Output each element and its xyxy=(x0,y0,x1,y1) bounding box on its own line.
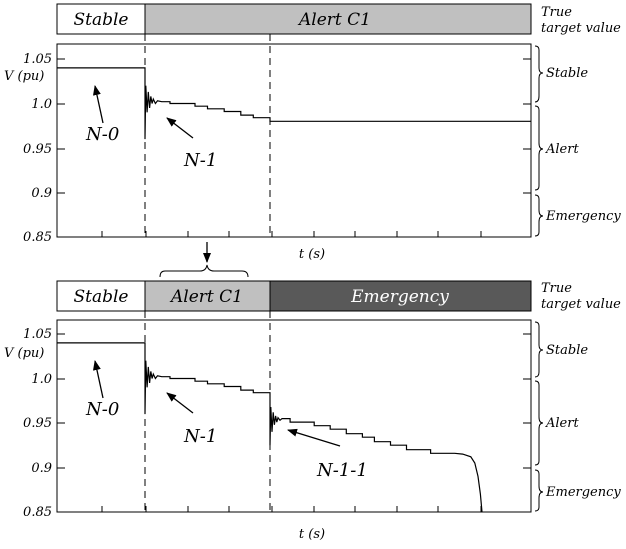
top-xlabel: t (s) xyxy=(299,247,325,262)
top-annotation-n1: N-1 xyxy=(183,150,217,171)
top-zone-label-alert: Alert xyxy=(545,142,579,157)
bottom-annotation-n11: N-1-1 xyxy=(316,460,368,481)
connector xyxy=(159,242,249,278)
top-ytick-0-85: 0.85 xyxy=(23,230,52,245)
true-target-label-line1: True xyxy=(541,281,572,296)
status-label-stable: Stable xyxy=(74,10,129,30)
brace-emergency xyxy=(534,194,544,237)
bottom-ytick-1-0: 1.0 xyxy=(31,372,52,387)
top-x-ticks xyxy=(101,231,482,237)
bottom-annotation-n0: N-0 xyxy=(85,399,119,420)
bottom-annotation-n1: N-1 xyxy=(183,426,217,447)
true-target-label-line2: target value xyxy=(541,297,621,312)
bottom-zone-braces xyxy=(534,321,544,512)
top-status-bar: Stable Alert C1 True target value xyxy=(56,3,621,36)
top-annotation-n0: N-0 xyxy=(85,124,119,145)
bottom-x-ticks xyxy=(101,506,482,512)
bottom-voltage-line xyxy=(57,342,483,513)
top-arrow-n0 xyxy=(92,85,104,124)
brace-emergency xyxy=(534,469,544,512)
top-voltage-line xyxy=(57,67,531,140)
top-panel: Stable Alert C1 True target value xyxy=(4,3,621,262)
top-ylabel: V (pu) xyxy=(4,69,44,84)
status-label-alert: Alert C1 xyxy=(169,287,243,307)
status-segment-alert xyxy=(144,280,271,312)
bottom-plot-frame xyxy=(56,319,532,513)
bottom-panel: Stable Alert C1 Emergency True target va… xyxy=(4,280,621,542)
top-ytick-1-0: 1.0 xyxy=(31,97,52,112)
connector-brace xyxy=(159,264,249,278)
status-segment-alert xyxy=(144,3,532,35)
bottom-ytick-0-95: 0.95 xyxy=(23,416,52,431)
top-ytick-0-9: 0.9 xyxy=(31,186,52,201)
status-segment-stable xyxy=(56,3,146,35)
bottom-zone-label-emergency: Emergency xyxy=(545,485,621,500)
top-ytick-1-05: 1.05 xyxy=(23,52,52,67)
top-ytick-0-95: 0.95 xyxy=(23,142,52,157)
status-segment-emergency xyxy=(269,280,532,312)
status-label-stable: Stable xyxy=(74,287,129,307)
status-label-alert: Alert C1 xyxy=(297,10,371,30)
top-zone-braces xyxy=(534,45,544,237)
bottom-status-bar: Stable Alert C1 Emergency True target va… xyxy=(56,280,621,312)
bottom-zone-label-alert: Alert xyxy=(545,416,579,431)
bottom-y-ticks xyxy=(57,333,531,469)
top-plot-frame xyxy=(56,43,532,238)
top-y-ticks xyxy=(57,58,531,194)
true-target-label-line2: target value xyxy=(541,21,621,36)
bottom-ytick-1-05: 1.05 xyxy=(23,327,52,342)
bottom-ytick-0-9: 0.9 xyxy=(31,461,52,476)
bottom-arrow-n0 xyxy=(92,360,104,399)
bottom-ytick-0-85: 0.85 xyxy=(23,505,52,520)
bottom-zone-label-stable: Stable xyxy=(546,343,588,358)
top-arrow-n1 xyxy=(166,117,194,139)
top-zone-label-emergency: Emergency xyxy=(545,209,621,224)
bottom-arrow-n11 xyxy=(287,428,341,447)
brace-stable xyxy=(534,321,544,378)
status-label-emergency: Emergency xyxy=(350,287,449,307)
brace-alert xyxy=(534,105,544,191)
bottom-ylabel: V (pu) xyxy=(4,346,44,361)
brace-stable xyxy=(534,45,544,103)
bottom-arrow-n1 xyxy=(166,392,194,414)
brace-alert xyxy=(534,380,544,466)
top-zone-label-stable: Stable xyxy=(546,66,588,81)
bottom-xlabel: t (s) xyxy=(299,527,325,542)
true-target-label-line1: True xyxy=(541,5,572,20)
